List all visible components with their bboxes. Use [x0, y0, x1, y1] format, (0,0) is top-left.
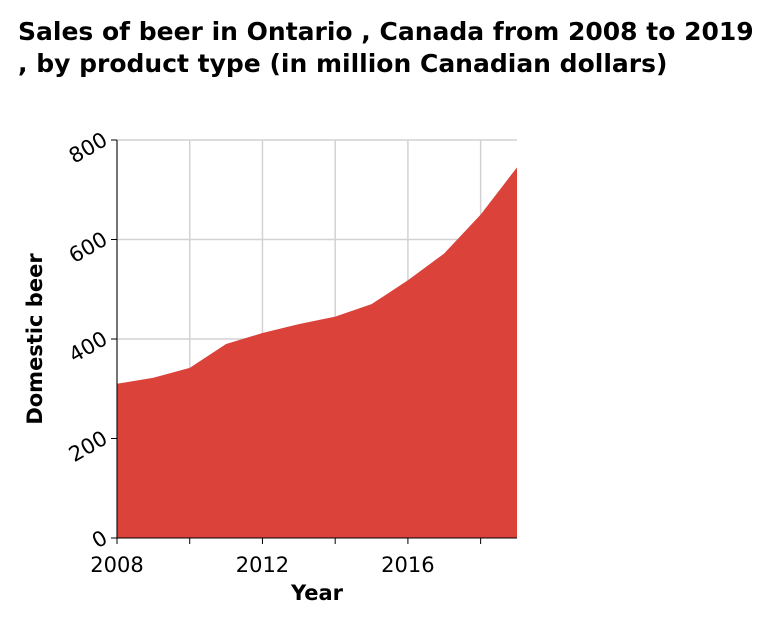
domestic-beer-area: [117, 167, 517, 539]
y-axis-label: Domestic beer: [23, 253, 47, 425]
y-tick-label: 400: [65, 327, 112, 368]
y-tick-label: 600: [65, 227, 112, 268]
x-tick-label: 2008: [90, 553, 143, 577]
axes: [111, 139, 517, 544]
y-tick-label: 800: [65, 128, 112, 169]
x-tick-label: 2016: [381, 553, 434, 577]
x-tick-label: 2012: [236, 553, 289, 577]
y-tick-label: 200: [65, 426, 112, 467]
x-tick-labels: 2008 2012 2016: [90, 553, 434, 577]
y-tick-labels: 0 200 400 600 800: [65, 128, 112, 553]
chart-title: Sales of beer in Ontario , Canada from 2…: [18, 17, 754, 78]
x-axis-label: Year: [290, 581, 344, 605]
y-tick-label: 0: [88, 526, 112, 553]
